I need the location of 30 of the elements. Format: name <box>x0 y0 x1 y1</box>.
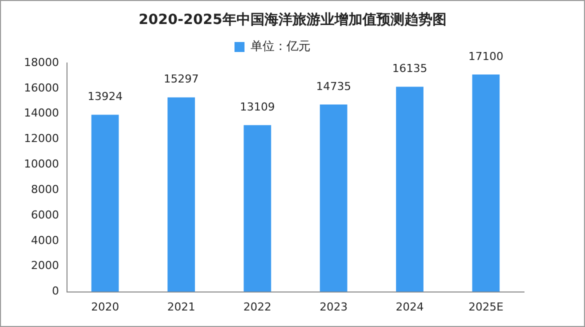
data-label: 13924 <box>88 90 123 104</box>
x-tick-label: 2023 <box>320 300 348 314</box>
y-tick-label: 6000 <box>30 208 59 222</box>
x-tick-label: 2025E <box>468 300 504 314</box>
data-label: 15297 <box>164 72 199 86</box>
bar <box>168 97 195 292</box>
y-tick-label: 8000 <box>30 182 59 196</box>
bar <box>91 114 119 292</box>
legend-label: 单位：亿元 <box>250 39 310 54</box>
data-label: 16135 <box>392 62 428 76</box>
bar <box>320 104 348 292</box>
y-tick-label: 18000 <box>24 56 59 69</box>
x-tick-label: 2020 <box>91 300 120 314</box>
y-tick-label: 0 <box>52 284 59 298</box>
x-tick-label: 2022 <box>243 300 272 314</box>
y-tick-label: 10000 <box>24 158 59 171</box>
data-label: 17100 <box>468 50 504 63</box>
y-tick-label: 12000 <box>24 132 59 146</box>
bar <box>396 86 424 292</box>
data-label: 14735 <box>316 80 352 93</box>
x-tick-label: 2021 <box>167 300 196 314</box>
data-label: 13109 <box>240 100 275 114</box>
y-tick-label: 16000 <box>24 81 59 94</box>
bar <box>244 125 272 292</box>
bar <box>472 74 500 292</box>
y-tick-label: 4000 <box>30 234 59 247</box>
x-tick-label: 2024 <box>396 300 424 314</box>
y-tick-label: 2000 <box>30 259 59 272</box>
y-tick-label: 14000 <box>24 106 59 120</box>
chart-title: 2020-2025年中国海洋旅游业增加值预测趋势图 <box>138 11 448 29</box>
